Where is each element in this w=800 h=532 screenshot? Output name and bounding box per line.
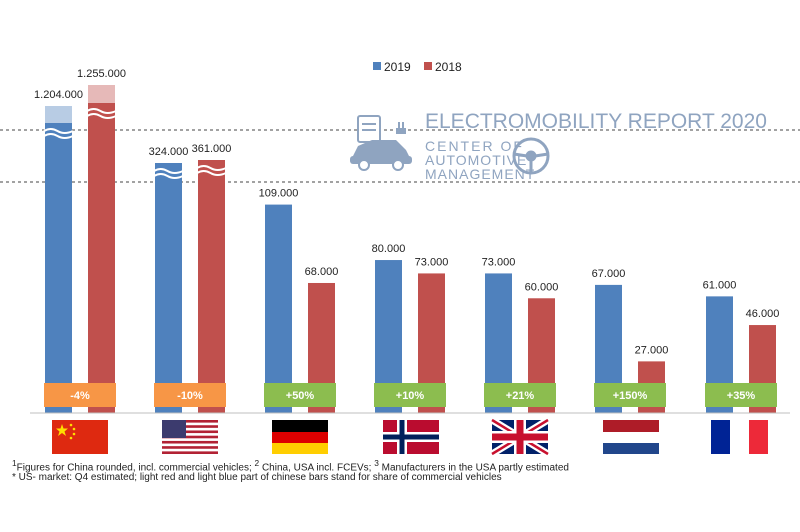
footnote-fcev: China, USA incl. FCEVs; <box>259 462 375 474</box>
flag-uk <box>490 417 550 457</box>
value-label-2019-germany: 109.000 <box>259 188 299 200</box>
change-badge-norway <box>374 383 446 407</box>
change-label-france: +35% <box>727 390 756 402</box>
bar-2019-germany <box>265 204 292 413</box>
bar-2019-china <box>45 106 72 413</box>
bar-2018-usa <box>198 160 225 413</box>
change-badge-china <box>44 383 116 407</box>
axis-break-mark-china <box>43 133 74 139</box>
change-label-norway: +10% <box>396 390 425 402</box>
footnote-usa-estimated: Manufacturers in the USA partly estimate… <box>378 462 569 474</box>
report-title: ELECTROMOBILITY REPORT 2020 <box>425 110 767 133</box>
axis-break-mark-china <box>43 128 74 134</box>
legend: 2019 2018 <box>373 60 462 74</box>
change-label-china: -4% <box>70 390 90 402</box>
value-label-2019-usa: 324.000 <box>149 146 189 158</box>
axis-break-mark-china <box>86 108 117 114</box>
car-document-icon <box>350 115 412 171</box>
center-line-1: CENTER OF <box>425 138 524 154</box>
bar-commercial-2019-china <box>45 106 72 123</box>
legend-swatch-2018 <box>424 62 432 70</box>
flag-netherlands <box>603 420 659 454</box>
footnote-china-rounded: Figures for China rounded, incl. commerc… <box>16 462 255 474</box>
axis-break-mark-usa <box>153 168 184 174</box>
center-line-2: AUTOMOTIVE <box>425 152 527 168</box>
value-label-2019-france: 61.000 <box>703 279 737 291</box>
value-label-2018-china: 1.255.000 <box>77 68 126 80</box>
axis-break-mark-usa <box>196 165 227 171</box>
report-logo: ELECTROMOBILITY REPORT 2020 CENTER OF AU… <box>350 110 767 182</box>
change-label-netherlands: +150% <box>613 390 648 402</box>
value-label-2018-norway: 73.000 <box>415 256 449 268</box>
value-label-2019-united-kingdom: 73.000 <box>482 256 516 268</box>
footnote-us-market: * US- market: Q4 estimated; light red an… <box>12 472 502 483</box>
bar-2018-china <box>88 85 115 413</box>
change-label-germany: +50% <box>286 390 315 402</box>
change-badge-germany <box>264 383 336 407</box>
value-label-2019-norway: 80.000 <box>372 243 406 255</box>
change-badges-layer: -4% -10% +50% +10% +21% +150% +35% <box>44 383 777 407</box>
value-label-2018-germany: 68.000 <box>305 266 339 278</box>
flag-usa <box>162 420 218 454</box>
change-badge-france <box>705 383 777 407</box>
value-labels-layer: 1.204.000 1.255.000 324.000 361.000 109.000 6… <box>34 68 779 356</box>
value-label-2018-france: 46.000 <box>746 308 780 320</box>
change-label-usa: -10% <box>177 390 203 402</box>
change-badge-united-kingdom <box>484 383 556 407</box>
flag-germany <box>272 420 328 454</box>
bar-2019-usa <box>155 163 182 413</box>
axis-break-mark-usa <box>153 173 184 179</box>
change-badge-netherlands <box>594 383 666 407</box>
legend-swatch-2019 <box>373 62 381 70</box>
legend-label-2018: 2018 <box>435 60 462 74</box>
axis-break-mark-usa <box>196 170 227 176</box>
value-label-2018-united-kingdom: 60.000 <box>525 281 559 293</box>
flag-france <box>711 420 768 454</box>
axis-break-mark-china <box>86 113 117 119</box>
steering-wheel-icon <box>512 137 550 175</box>
value-label-2019-netherlands: 67.000 <box>592 268 626 280</box>
center-line-3: MANAGEMENT <box>425 166 535 182</box>
flag-china <box>52 420 108 454</box>
value-label-2018-netherlands: 27.000 <box>635 344 669 356</box>
value-label-2019-china: 1.204.000 <box>34 89 83 101</box>
footnote-marker-1: 1 <box>12 458 17 468</box>
footnote-marker-2: 2 <box>254 458 260 468</box>
change-label-united-kingdom: +21% <box>506 390 535 402</box>
legend-label-2019: 2019 <box>384 60 411 74</box>
change-badge-usa <box>154 383 226 407</box>
bars-layer <box>43 85 776 413</box>
footnote-sources: 1Figures for China rounded, incl. commer… <box>12 458 569 473</box>
flag-norway <box>383 420 439 454</box>
value-label-2018-usa: 361.000 <box>192 143 232 155</box>
bar-commercial-2018-china <box>88 85 115 103</box>
footnote-marker-3: 3 <box>374 458 379 468</box>
